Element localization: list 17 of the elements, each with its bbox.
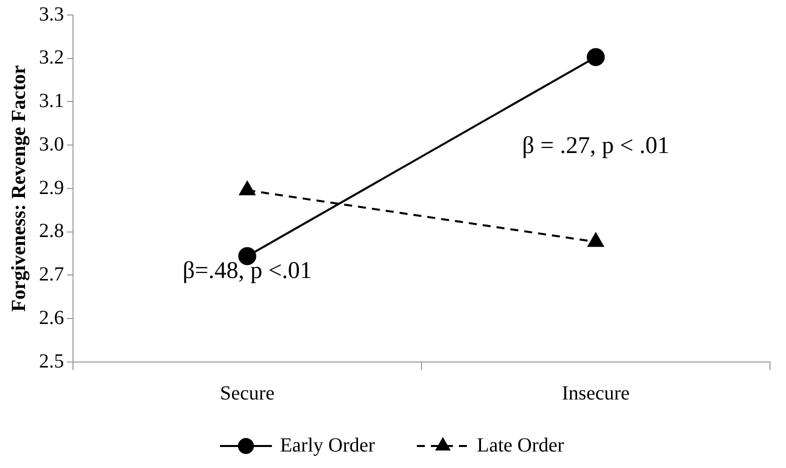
y-tick-label: 3.2 xyxy=(39,46,64,69)
y-tick-label: 2.8 xyxy=(39,220,64,242)
annotation: β = .27, p < .01 xyxy=(522,133,670,160)
point xyxy=(586,48,605,66)
y-tick-label: 3.1 xyxy=(39,90,64,112)
y-axis-title: Forgiveness: Revenge Factor xyxy=(8,65,30,312)
y-tick-label: 3.3 xyxy=(39,3,64,26)
y-tick-label: 2.9 xyxy=(39,176,64,199)
y-tick-label: 2.5 xyxy=(39,350,64,372)
legend-label: Early Order xyxy=(280,434,376,456)
legend-label: Late Order xyxy=(476,434,564,456)
annotation: β=.48, p <.01 xyxy=(182,258,312,284)
y-tick-label: 2.6 xyxy=(39,306,64,329)
x-tick-label: Insecure xyxy=(562,382,630,404)
y-tick-label: 3.0 xyxy=(39,133,64,156)
y-tick-label: 2.7 xyxy=(39,264,64,286)
x-tick-label: Secure xyxy=(220,382,275,404)
